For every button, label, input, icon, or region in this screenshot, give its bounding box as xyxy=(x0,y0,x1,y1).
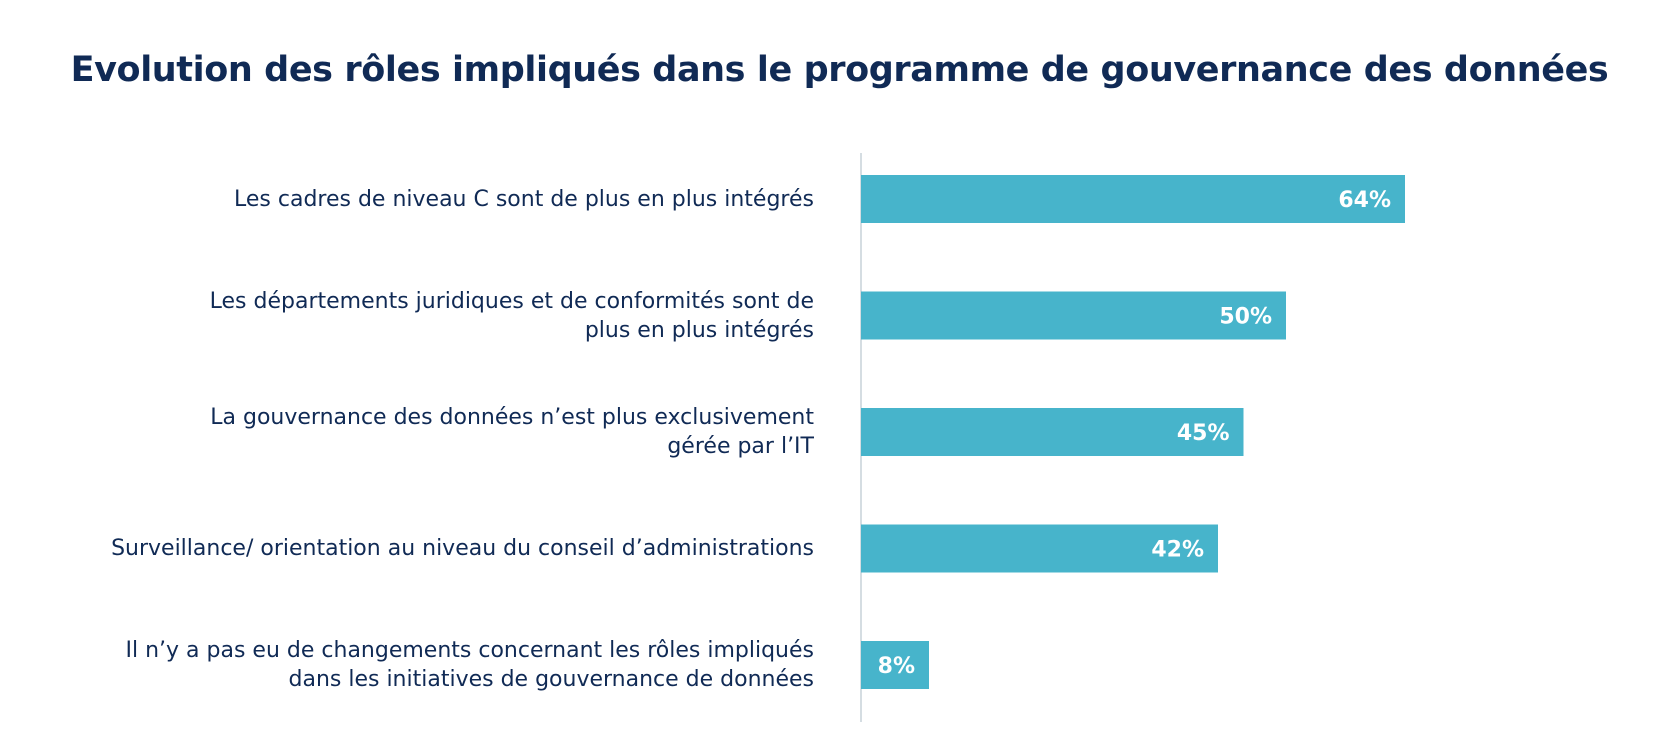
bar-value-label: 8% xyxy=(878,654,915,679)
category-label-line: Surveillance/ orientation au niveau du c… xyxy=(111,536,814,561)
chart-title: Evolution des rôles impliqués dans le pr… xyxy=(70,50,1609,90)
category-label: Les départements juridiques et de confor… xyxy=(14,287,814,345)
category-label: Il n’y a pas eu de changements concernan… xyxy=(14,636,814,694)
category-label-line: gérée par l’IT xyxy=(667,434,814,459)
bar xyxy=(861,641,929,689)
category-label: Les cadres de niveau C sont de plus en p… xyxy=(14,185,814,214)
bars-group: 64% 50% 45% 42% 8% xyxy=(861,175,1405,689)
category-label: Surveillance/ orientation au niveau du c… xyxy=(14,534,814,563)
category-label-line: dans les initiatives de gouvernance de d… xyxy=(288,667,815,692)
bar xyxy=(861,408,1244,456)
bar-value-label: 45% xyxy=(1177,421,1230,446)
bar xyxy=(861,175,1405,223)
bar-value-label: 64% xyxy=(1338,188,1391,213)
category-label-line: La gouvernance des données n’est plus ex… xyxy=(210,405,814,430)
category-label-line: plus en plus intégrés xyxy=(584,317,814,343)
category-label-line: Il n’y a pas eu de changements concernan… xyxy=(125,638,814,663)
bar xyxy=(861,291,1286,340)
bar-value-label: 50% xyxy=(1219,305,1272,330)
category-label: La gouvernance des données n’est plus ex… xyxy=(14,403,814,461)
bar xyxy=(861,524,1218,573)
category-label-line: Les cadres de niveau C sont de plus en p… xyxy=(234,186,814,212)
bar-value-label: 42% xyxy=(1151,538,1204,563)
category-label-line: Les départements juridiques et de confor… xyxy=(209,288,814,314)
